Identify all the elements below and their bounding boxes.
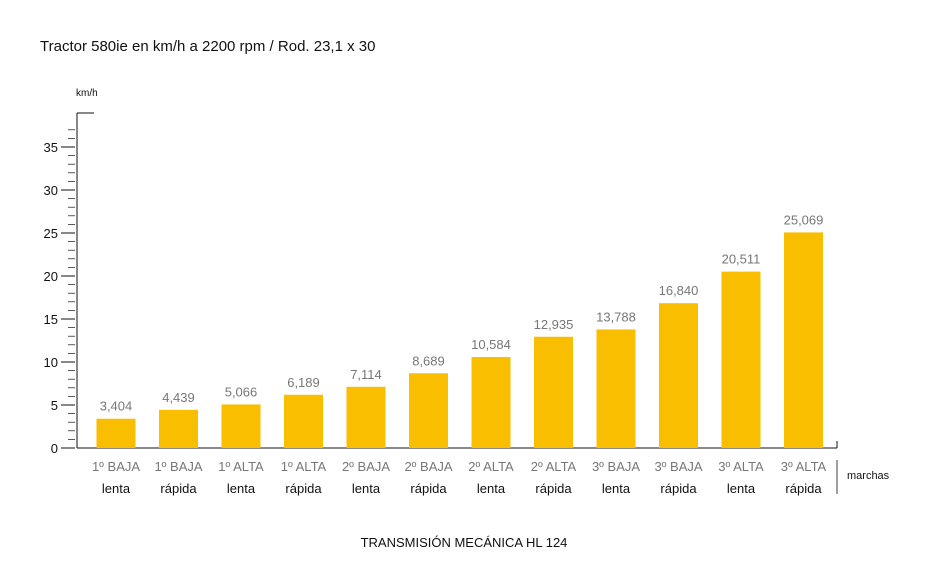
x-tick-label-speed: lenta	[352, 481, 381, 496]
bar	[721, 271, 761, 448]
x-tick-label-gear: 1º ALTA	[218, 459, 264, 474]
y-tick-label: 0	[51, 441, 58, 456]
data-label: 4,439	[162, 390, 195, 405]
x-tick-label-gear: 2º ALTA	[468, 459, 514, 474]
x-tick-label-gear: 2º ALTA	[531, 459, 577, 474]
x-tick-label-speed: lenta	[727, 481, 756, 496]
x-tick-label-speed: rápida	[785, 481, 822, 496]
x-tick-label-speed: rápida	[410, 481, 447, 496]
x-tick-label-speed: lenta	[602, 481, 631, 496]
bar	[221, 404, 261, 448]
bar	[96, 418, 136, 448]
chart-footer: TRANSMISIÓN MECÁNICA HL 124	[360, 535, 568, 550]
data-label: 13,788	[596, 309, 636, 324]
y-tick-label: 35	[44, 140, 58, 155]
x-tick-label-gear: 3º ALTA	[718, 459, 764, 474]
x-tick-label-speed: rápida	[160, 481, 197, 496]
bar	[284, 394, 323, 448]
data-label: 10,584	[471, 337, 511, 352]
x-tick-label-gear: 2º BAJA	[342, 459, 390, 474]
data-label: 7,114	[350, 367, 382, 382]
y-tick-label: 5	[51, 398, 58, 413]
y-tick-label: 20	[44, 269, 58, 284]
data-label: 8,689	[412, 353, 445, 368]
y-tick-label: 30	[44, 183, 58, 198]
y-tick-label: 15	[44, 312, 58, 327]
bar	[596, 329, 636, 448]
bar	[159, 409, 198, 448]
chart-title: Tractor 580ie en km/h a 2200 rpm / Rod. …	[40, 38, 376, 55]
bar	[784, 232, 823, 448]
bar	[409, 373, 448, 448]
x-tick-label-gear: 1º BAJA	[92, 459, 140, 474]
x-axis-label: marchas	[847, 470, 890, 482]
data-label: 25,069	[784, 212, 824, 227]
y-tick-label: 10	[44, 355, 58, 370]
bar	[346, 386, 386, 448]
x-tick-label-gear: 1º ALTA	[281, 459, 327, 474]
x-tick-label-speed: rápida	[660, 481, 697, 496]
y-tick-label: 25	[44, 226, 58, 241]
x-tick-label-gear: 3º ALTA	[781, 459, 827, 474]
x-tick-label-gear: 3º BAJA	[592, 459, 640, 474]
x-tick-label-speed: lenta	[102, 481, 131, 496]
x-tick-label-speed: rápida	[285, 481, 322, 496]
x-tick-label-speed: lenta	[227, 481, 256, 496]
x-tick-label-gear: 3º BAJA	[654, 459, 702, 474]
data-label: 3,404	[100, 399, 133, 414]
x-tick-label-gear: 1º BAJA	[154, 459, 202, 474]
bar	[534, 336, 573, 448]
y-axis-label: km/h	[76, 88, 98, 99]
data-label: 5,066	[225, 384, 258, 399]
data-label: 20,511	[722, 252, 761, 267]
bar	[659, 303, 698, 448]
x-tick-label-speed: rápida	[535, 481, 572, 496]
x-tick-label-gear: 2º BAJA	[404, 459, 452, 474]
x-tick-label-speed: lenta	[477, 481, 506, 496]
data-label: 6,189	[287, 375, 320, 390]
bar	[471, 356, 511, 448]
data-label: 16,840	[659, 283, 699, 298]
data-label: 12,935	[534, 317, 574, 332]
